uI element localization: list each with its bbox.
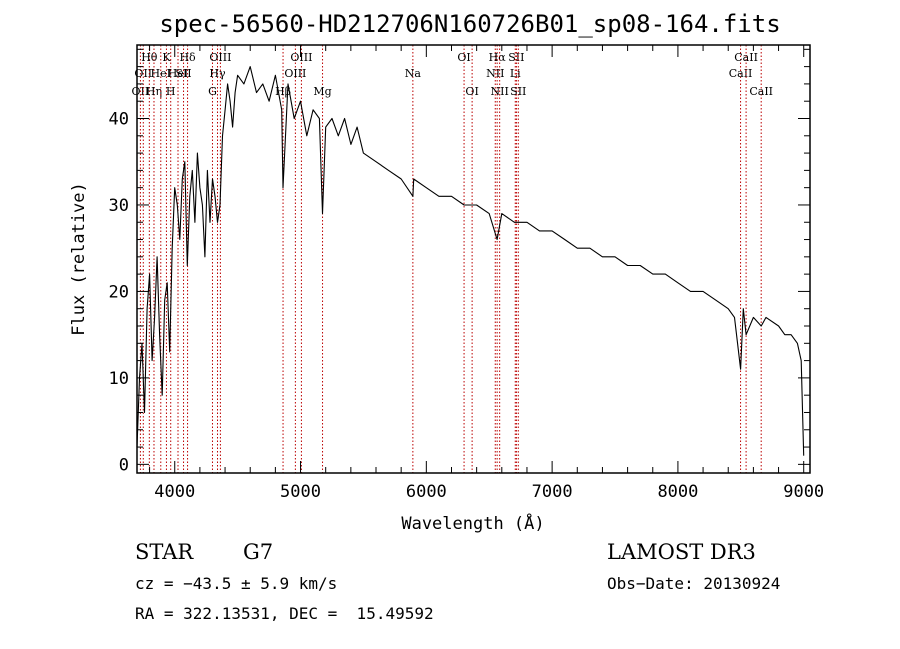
spectral-line-label-3: Hη <box>146 85 162 98</box>
spectral-line-label-5: K <box>162 51 171 64</box>
x-tick-label-5: 9000 <box>783 482 824 502</box>
survey-name: LAMOST DR3 <box>607 540 756 564</box>
y-tick-label-2: 20 <box>109 282 129 302</box>
spectral-line-label-9: Hδ <box>179 51 196 64</box>
y-axis-title: Flux (relative) <box>69 182 89 336</box>
spectral-line-label-28: CaII <box>749 85 773 98</box>
y-tick-label-3: 30 <box>109 196 129 216</box>
spectral-line-label-23: Li <box>510 67 521 80</box>
spectral-line-label-10: G <box>208 85 217 98</box>
spectral-line-label-19: OI <box>465 85 478 98</box>
x-tick-label-0: 4000 <box>154 482 195 502</box>
y-tick-label-4: 40 <box>109 109 129 129</box>
axis-ticks: 4000 5000 6000 7000 8000 9000 0 10 20 30 40 <box>109 45 824 502</box>
spectrum-series <box>136 66 805 456</box>
y-tick-label-1: 10 <box>109 369 129 389</box>
spectral-line-label-24: SII <box>508 51 524 64</box>
x-tick-label-3: 7000 <box>532 482 573 502</box>
sky-coordinates: RA = 322.13531, DEC = 15.49592 <box>135 604 434 623</box>
plot-frame <box>136 44 811 474</box>
x-tick-label-1: 5000 <box>280 482 321 502</box>
spectral-line-markers: OIIOIIHθHηHeIKHHeISIIHδGHγOIIIHβOIIIOIII… <box>132 45 773 473</box>
spectral-line-label-1: OII <box>134 67 152 80</box>
spectral-line-label-20: NII <box>486 67 504 80</box>
spectral-line-label-2: Hθ <box>141 51 158 64</box>
spectral-line-label-14: OIII <box>284 67 306 80</box>
spectral-line-label-16: Mg <box>313 85 331 98</box>
spectral-line-label-6: H <box>166 85 176 98</box>
spectral-line-label-26: CaII <box>729 67 753 80</box>
object-subclass: G7 <box>243 540 274 564</box>
x-axis-title: Wavelength (Å) <box>401 512 544 534</box>
spectral-line-label-11: Hγ <box>209 67 226 80</box>
spectral-line-label-25: SII <box>510 85 526 98</box>
spectral-line-label-21: Hα <box>489 51 507 64</box>
spectral-line-label-0: OII <box>132 85 150 98</box>
y-tick-label-0: 0 <box>119 455 129 475</box>
spectral-line-label-22: NII <box>491 85 509 98</box>
spectrum-line-0 <box>136 66 805 456</box>
observation-date: Obs−Date: 20130924 <box>607 574 781 593</box>
x-tick-label-4: 8000 <box>657 482 698 502</box>
spectral-line-label-18: OI <box>457 51 470 64</box>
spectral-line-label-27: CaII <box>734 51 758 64</box>
spectral-line-label-8: SII <box>175 67 191 80</box>
spectral-line-label-17: Na <box>405 67 422 80</box>
spectral-line-label-15: OIII <box>290 51 312 64</box>
spectral-line-label-12: OIII <box>209 51 231 64</box>
object-class: STAR <box>135 540 194 564</box>
x-tick-label-2: 6000 <box>406 482 447 502</box>
chart-title: spec-56560-HD212706N160726B01_sp08-164.f… <box>159 10 780 38</box>
redshift-velocity: cz = −43.5 ± 5.9 km/s <box>135 574 338 593</box>
spectral-line-label-4: HeI <box>151 67 171 80</box>
